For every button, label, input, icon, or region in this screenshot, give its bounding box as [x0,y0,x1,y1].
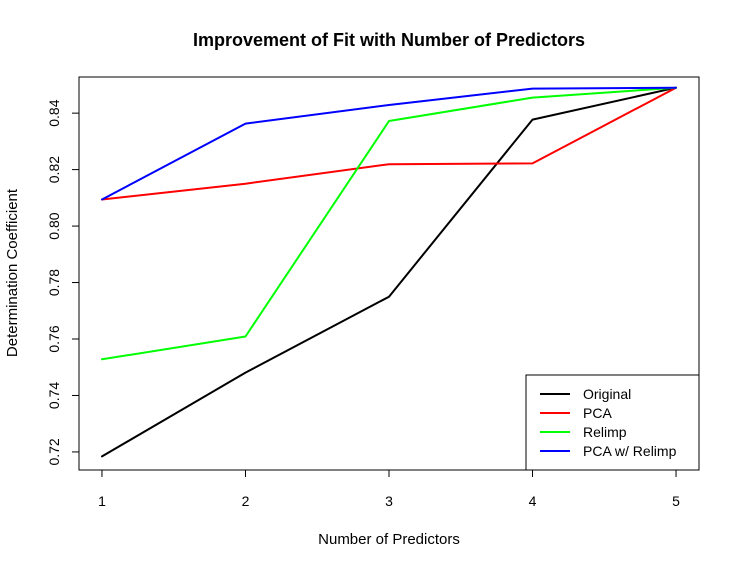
y-axis-label: Determination Coefficient [4,188,21,357]
series-line-pca-w-relimp [101,86,677,201]
legend-label: Original [583,386,631,402]
y-tick-label: 0.76 [46,325,62,352]
x-tick-label: 1 [98,493,106,509]
series-line-relimp [101,86,677,361]
x-tick-label: 3 [385,493,393,509]
x-axis-label: Number of Predictors [318,531,460,548]
legend-label: Relimp [583,424,627,440]
chart-title: Improvement of Fit with Number of Predic… [193,30,585,50]
y-tick-label: 0.80 [46,212,62,239]
y-tick-label: 0.72 [46,438,62,465]
y-axis: 0.72 0.74 0.76 0.78 0.80 0.82 0.84 [46,99,80,466]
y-tick-label: 0.84 [46,99,62,126]
series-line-pca [101,86,677,201]
x-tick-label: 5 [672,493,680,509]
y-tick-label: 0.82 [46,156,62,183]
x-tick-label: 4 [529,493,537,509]
y-tick-label: 0.74 [46,382,62,409]
x-tick-label: 2 [242,493,250,509]
series-line-original [101,86,677,458]
legend: Original PCA Relimp PCA w/ Relimp [525,374,700,471]
series-layer [101,86,677,458]
y-tick-label: 0.78 [46,269,62,296]
legend-label: PCA w/ Relimp [583,443,677,459]
legend-box [525,374,700,471]
legend-label: PCA [583,405,612,421]
x-axis: 1 2 3 4 5 [98,469,680,509]
